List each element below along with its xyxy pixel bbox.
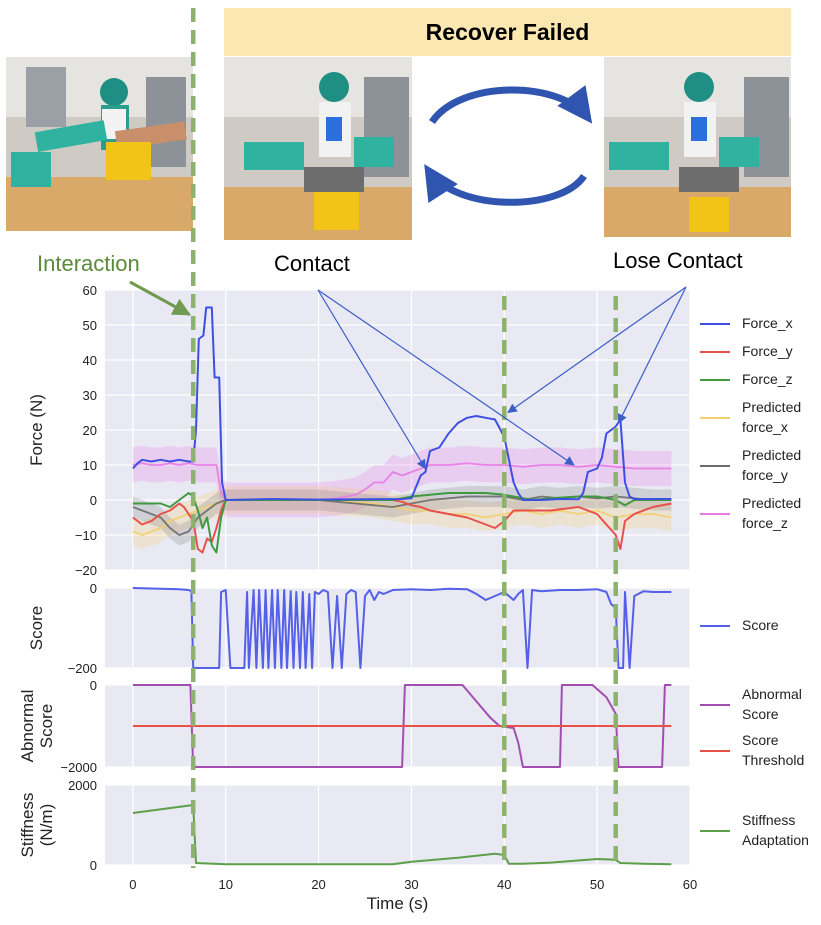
x-tick-label: 10	[218, 877, 232, 892]
legend-entry-force_y: Force_z	[742, 371, 793, 387]
robot-photo-contact	[224, 57, 412, 240]
arrow-lose-contact-2	[617, 286, 687, 424]
y-tick-label: 50	[83, 318, 97, 333]
legend-entry-abnormal: Score	[742, 706, 779, 722]
panel-3: 2000 0 Stiffness(N/m) Stiffness Adaptation	[18, 778, 809, 873]
panel-background	[105, 785, 690, 865]
panel-0: 60 50 40 30 20 10 0 −10 −20 Force (N) Force_x Force…	[27, 283, 801, 578]
annotation-lose-contact: Lose Contact	[613, 248, 743, 273]
legend-entry-pred_z: force_z	[742, 515, 788, 531]
y-tick-label: 20	[83, 423, 97, 438]
series-line-pred_z	[132, 462, 672, 501]
legend-entry-stiffness: Stiffness	[742, 812, 795, 828]
legend-entry-score: Score	[742, 617, 779, 633]
series-line-pred_x	[132, 499, 672, 536]
legend-entry-abnormal: Abnormal	[742, 686, 802, 702]
arrow-interaction	[129, 280, 191, 316]
y-axis-label: AbnormalScore	[18, 690, 56, 763]
y-tick-label: 60	[83, 283, 97, 298]
banner-title: Recover Failed	[425, 18, 590, 45]
y-tick-label: 0	[90, 858, 97, 873]
y-tick-label: 40	[83, 353, 97, 368]
y-axis-label: Stiffness(N/m)	[18, 793, 56, 858]
arrow-contact-2	[317, 289, 575, 466]
legend-entry-pred_x: force_x	[742, 419, 788, 435]
y-tick-label: 0	[90, 678, 97, 693]
y-tick-label: 10	[83, 458, 97, 473]
x-tick-label: 0	[129, 877, 136, 892]
legend-entry-force_x: Force_y	[742, 343, 793, 359]
y-tick-label: 30	[83, 388, 97, 403]
legend-entry-stiffness: Adaptation	[742, 832, 809, 848]
x-axis-label: Time (s)	[367, 894, 429, 913]
x-tick-label: 40	[497, 877, 511, 892]
panel-background	[105, 588, 690, 668]
y-tick-label: −10	[75, 528, 97, 543]
panel-1: 0 −200 Score Score	[27, 581, 779, 676]
legend-entry-pred_z: Predicted	[742, 495, 801, 511]
legend-entry-pred_y: force_y	[742, 467, 788, 483]
robot-photo-lose-contact	[604, 57, 791, 237]
x-tick-label: 60	[683, 877, 697, 892]
legend-entry-force_z: Force_x	[742, 315, 793, 331]
y-tick-label: 0	[90, 581, 97, 596]
y-axis-label: Score	[27, 606, 46, 650]
y-tick-label: −2000	[60, 760, 97, 775]
series-line-force_x	[132, 499, 672, 554]
arrow-contact-1	[317, 289, 426, 470]
uncertainty-band-pred_x	[132, 486, 672, 549]
cycle-arrows	[424, 85, 593, 206]
panel-2: 0−2000AbnormalScoreAbnormalScoreScoreThr…	[18, 678, 804, 775]
y-axis-label: Force (N)	[27, 394, 46, 466]
y-tick-label: −20	[75, 563, 97, 578]
cycle-arrow-top	[429, 85, 593, 125]
y-tick-label: 0	[90, 493, 97, 508]
cycle-arrow-bottom	[424, 164, 587, 206]
y-tick-label: −200	[68, 661, 97, 676]
annotation-interaction: Interaction	[37, 251, 140, 276]
annotation-contact: Contact	[274, 251, 350, 276]
legend-entry-threshold: Score	[742, 732, 779, 748]
x-tick-label: 50	[590, 877, 604, 892]
series-line-stiffness	[132, 804, 672, 866]
series-line-score	[132, 587, 672, 669]
legend-entry-pred_y: Predicted	[742, 447, 801, 463]
x-tick-label: 30	[404, 877, 418, 892]
arrow-lose-contact-1	[507, 286, 687, 414]
robot-photo-interaction	[6, 57, 193, 231]
y-tick-label: 2000	[68, 778, 97, 793]
legend-entry-threshold: Threshold	[742, 752, 804, 768]
legend-entry-pred_x: Predicted	[742, 399, 801, 415]
x-tick-label: 20	[311, 877, 325, 892]
series-line-force_z	[132, 306, 672, 501]
banner-recover-failed: Recover Failed	[224, 8, 791, 56]
